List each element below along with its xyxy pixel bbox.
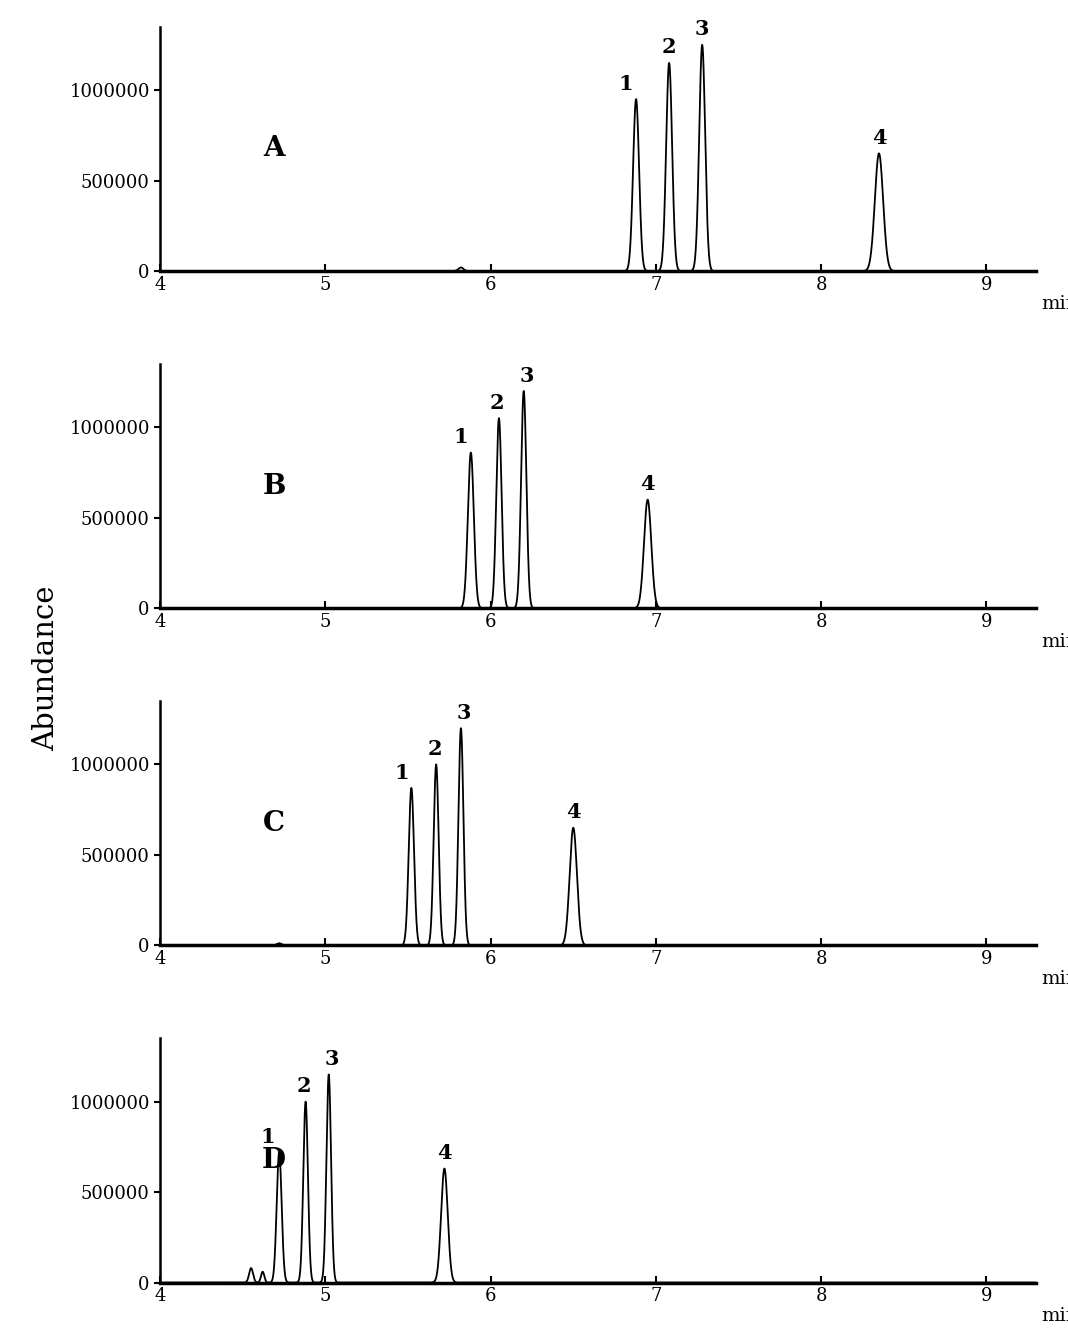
Text: min: min <box>1041 633 1068 651</box>
Text: B: B <box>263 473 286 500</box>
Text: 2: 2 <box>490 393 504 413</box>
Text: 1: 1 <box>394 763 409 783</box>
Text: 3: 3 <box>325 1049 340 1069</box>
Text: C: C <box>263 810 285 836</box>
Text: 4: 4 <box>871 128 886 148</box>
Text: Abundance: Abundance <box>32 585 60 751</box>
Text: 3: 3 <box>457 703 471 723</box>
Text: min: min <box>1041 970 1068 987</box>
Text: D: D <box>262 1146 286 1174</box>
Text: 4: 4 <box>566 803 581 823</box>
Text: min: min <box>1041 1307 1068 1325</box>
Text: 2: 2 <box>662 37 676 57</box>
Text: 3: 3 <box>520 366 534 386</box>
Text: 1: 1 <box>261 1126 274 1146</box>
Text: min: min <box>1041 295 1068 314</box>
Text: 1: 1 <box>618 73 633 94</box>
Text: 3: 3 <box>695 20 709 39</box>
Text: 1: 1 <box>454 428 468 448</box>
Text: 4: 4 <box>437 1144 452 1164</box>
Text: 2: 2 <box>297 1075 311 1096</box>
Text: 4: 4 <box>641 474 655 494</box>
Text: 2: 2 <box>427 739 442 759</box>
Text: A: A <box>263 135 285 163</box>
